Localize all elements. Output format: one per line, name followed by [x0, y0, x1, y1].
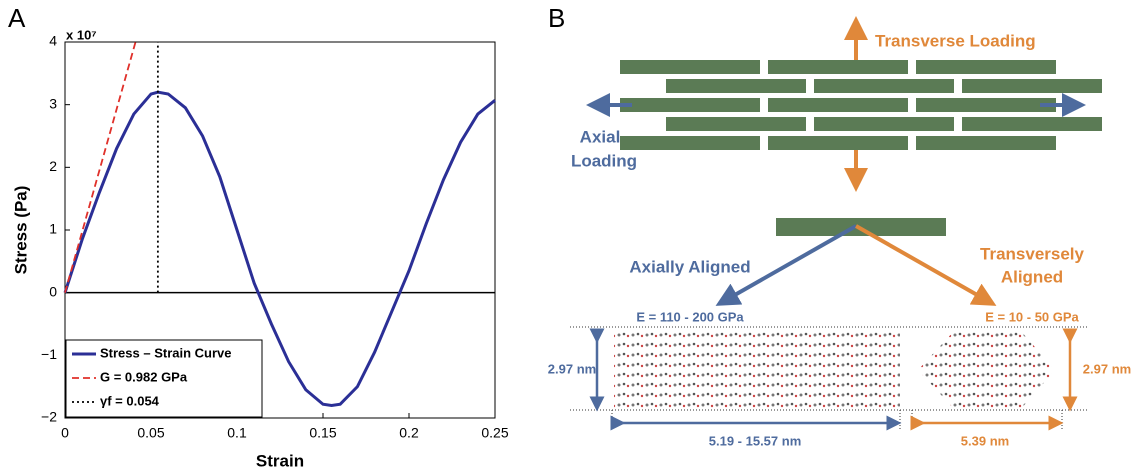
y-tick-label: −2: [41, 409, 57, 425]
transverse-loading: Transverse Loading: [875, 31, 1036, 50]
axial-molecules: [614, 330, 900, 410]
axially-aligned: Axially Aligned: [629, 257, 750, 276]
panel-label: A: [8, 3, 26, 33]
transverse-height: 2.97 nm: [1083, 361, 1131, 376]
legend-label: γf = 0.054: [100, 393, 160, 408]
y-axis-label: Stress (Pa): [11, 186, 30, 275]
x-tick-label: 0.2: [399, 425, 419, 441]
axial-loading: Loading: [571, 151, 637, 170]
y-tick-label: 0: [49, 283, 57, 299]
transverse-molecules: [918, 330, 1055, 410]
arrows: [586, 16, 1086, 306]
axial-loading: Axial: [580, 127, 621, 146]
transverse-width: 5.39 nm: [961, 433, 1009, 448]
panel-label: B: [548, 3, 565, 33]
x-tick-label: 0: [61, 425, 69, 441]
fibril-bricks: [620, 60, 1102, 236]
legend-label: G = 0.982 GPa: [100, 369, 188, 384]
y-tick-label: −1: [41, 346, 57, 362]
axial-height: 2.97 nm: [548, 361, 596, 376]
y-tick-label: 2: [49, 158, 57, 174]
x-tick-label: 0.1: [227, 425, 247, 441]
y-tick-label: 3: [49, 95, 57, 111]
axial-width: 5.19 - 15.57 nm: [709, 433, 802, 448]
x-tick-label: 0.15: [309, 425, 336, 441]
plot: 0 0.05 0.1 0.15 0.2 0.25 −2 −1 0 1 2 3 4 Stress – Str…: [41, 33, 509, 441]
legend-label: Stress – Strain Curve: [100, 345, 232, 360]
y-tick-label: 1: [49, 221, 57, 237]
transversely-aligned: Transversely: [980, 244, 1085, 263]
x-axis-label: Strain: [256, 451, 304, 470]
series-line: [63, 90, 496, 407]
transversely-aligned: Aligned: [1001, 267, 1063, 286]
x-tick-label: 0.05: [137, 425, 164, 441]
x-tick-label: 0.25: [481, 425, 508, 441]
axial-modulus: E = 110 - 200 GPa: [636, 309, 744, 324]
series-line: [64, 41, 137, 293]
y-tick-label: 4: [49, 33, 57, 49]
transverse-modulus: E = 10 - 50 GPa: [985, 309, 1079, 324]
legend-box: [65, 339, 263, 418]
dimension-arrows: [589, 328, 1078, 431]
y-multiplier: x 10⁷: [66, 27, 97, 42]
